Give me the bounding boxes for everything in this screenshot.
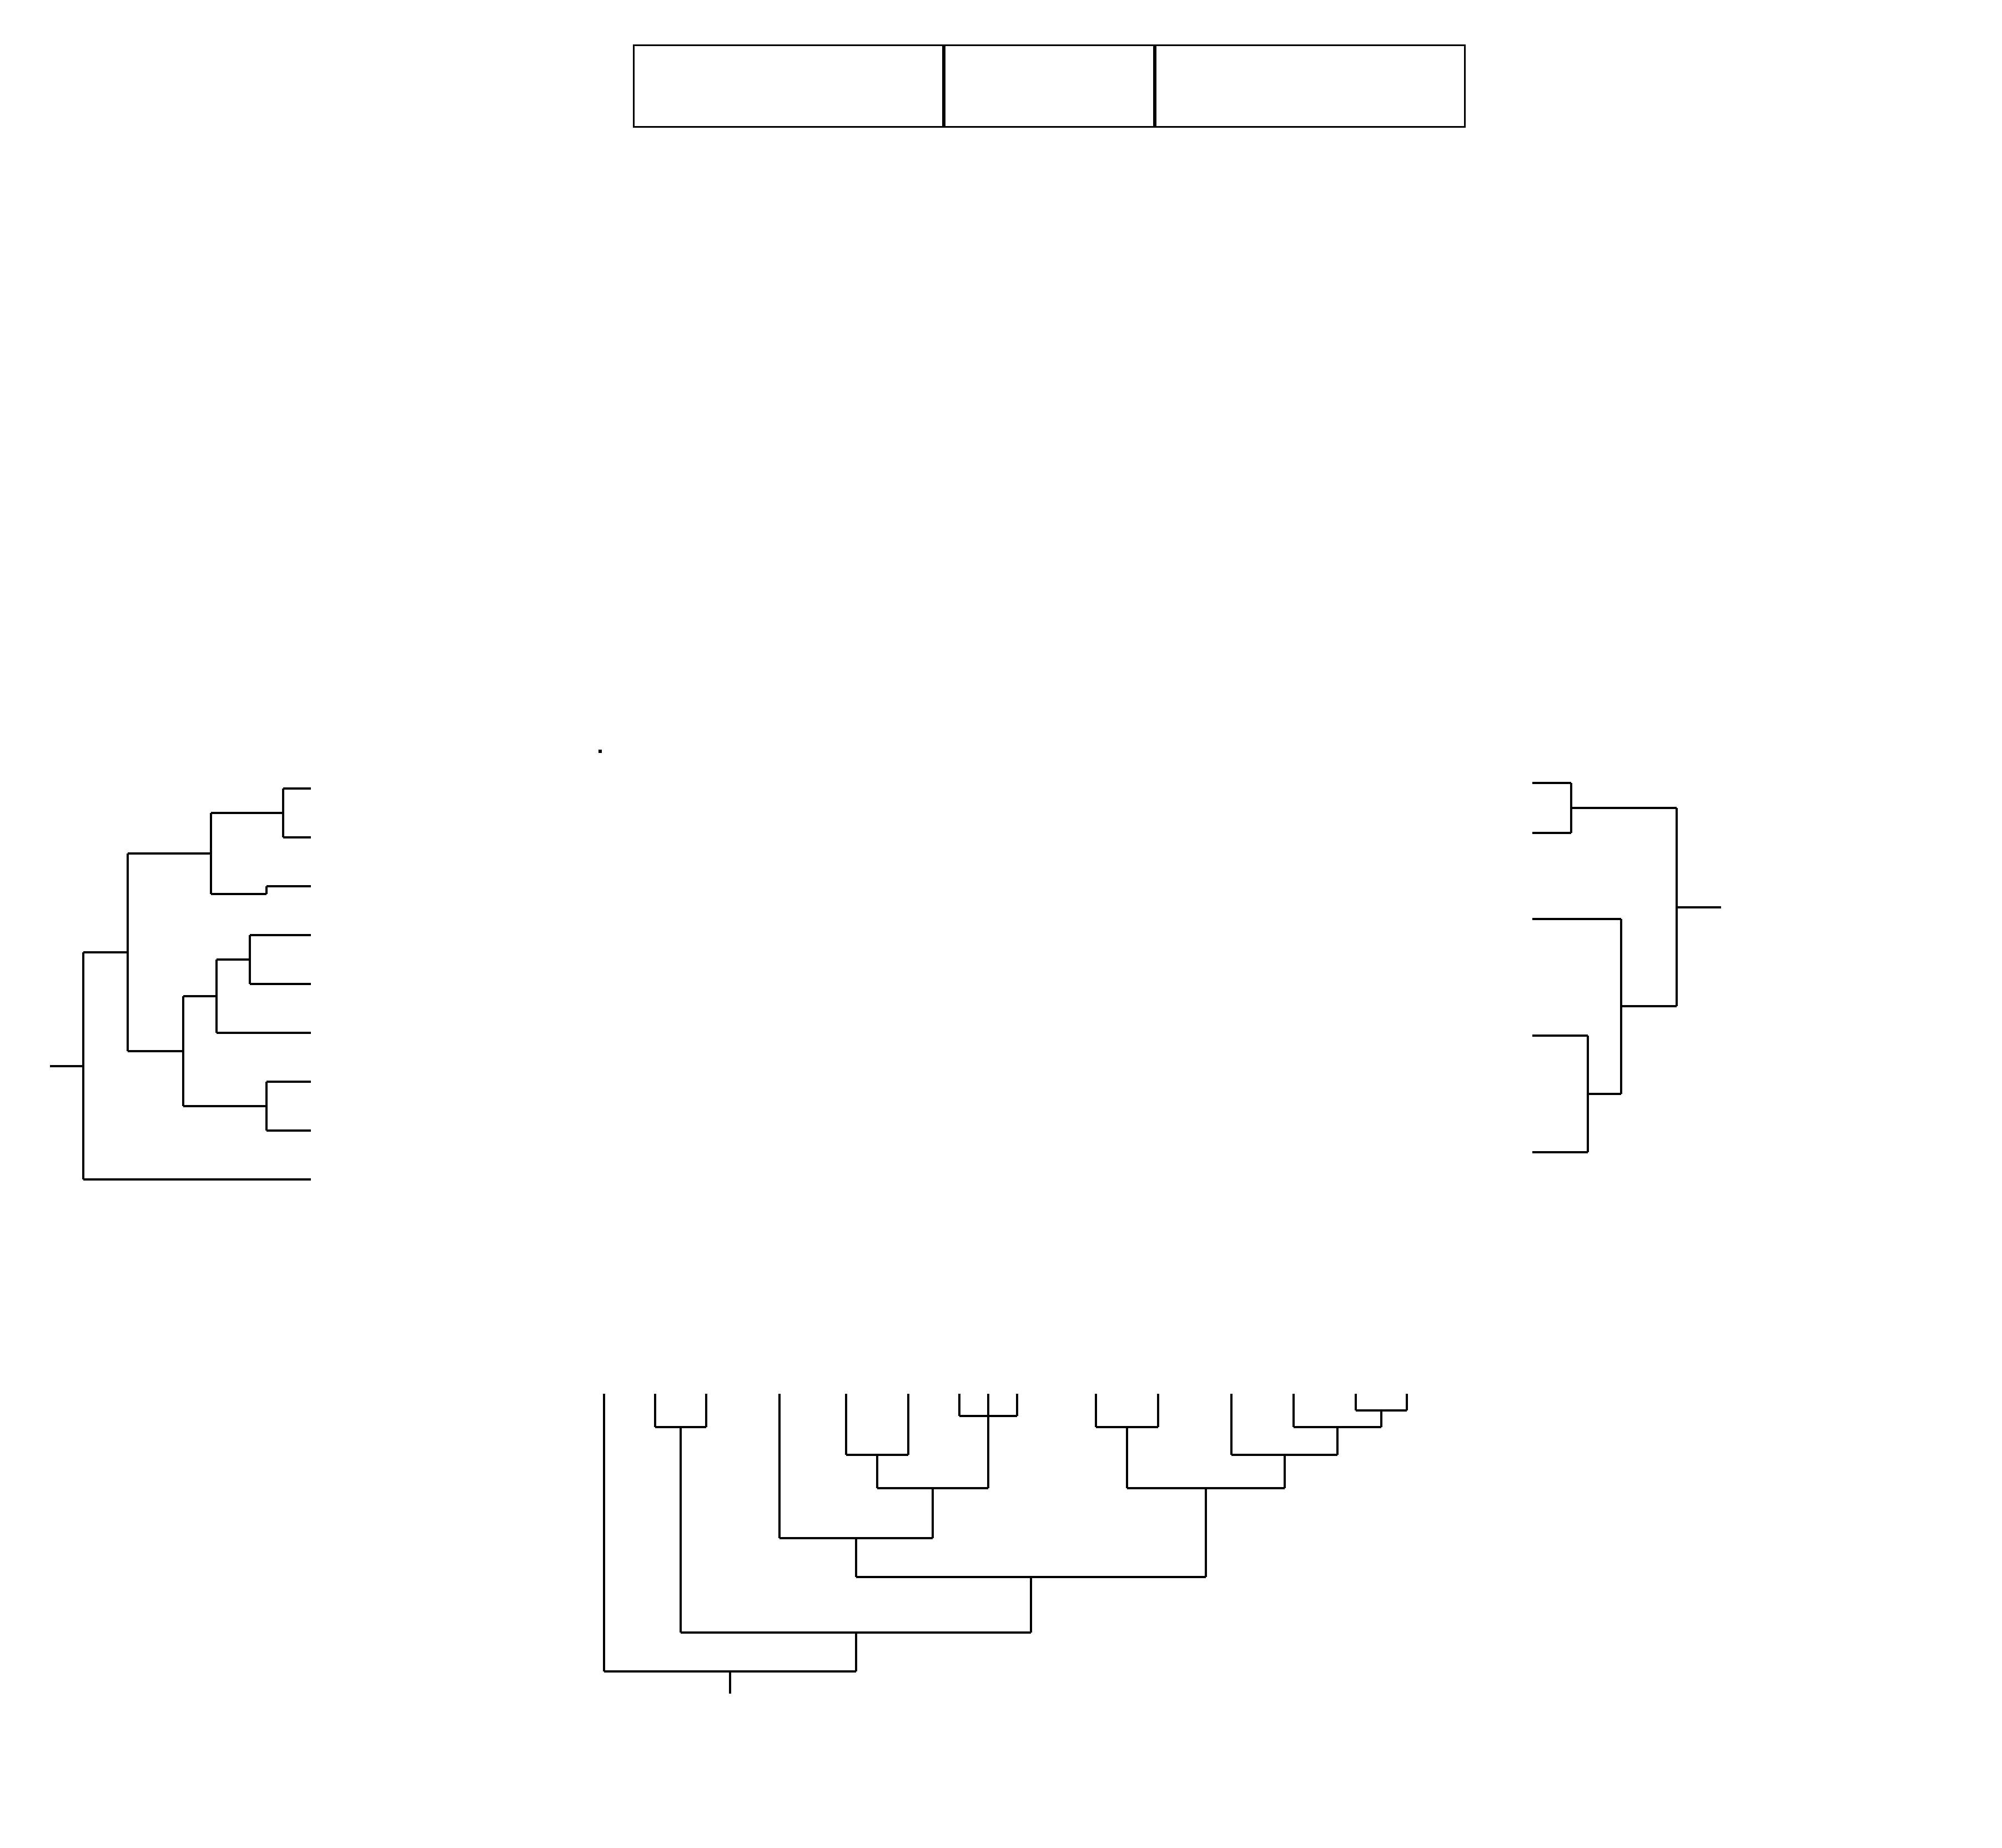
panel-a-risk-matrix	[366, 39, 1699, 128]
col-header-occasional	[944, 44, 1155, 128]
insect-dendrogram	[44, 750, 316, 1216]
col-header-probable	[1155, 44, 1466, 128]
panel-a-corner-blank	[366, 44, 633, 128]
col-header-improbable	[633, 44, 944, 128]
panel-b-heatmap-trees	[0, 639, 2002, 1832]
plant-dendrogram	[590, 1394, 1433, 1705]
risk-heatmap	[598, 750, 602, 753]
panel-a-header-row	[366, 44, 1699, 128]
figure-page	[0, 0, 2002, 1848]
phytoplasma-dendrogram	[1532, 750, 1788, 1216]
